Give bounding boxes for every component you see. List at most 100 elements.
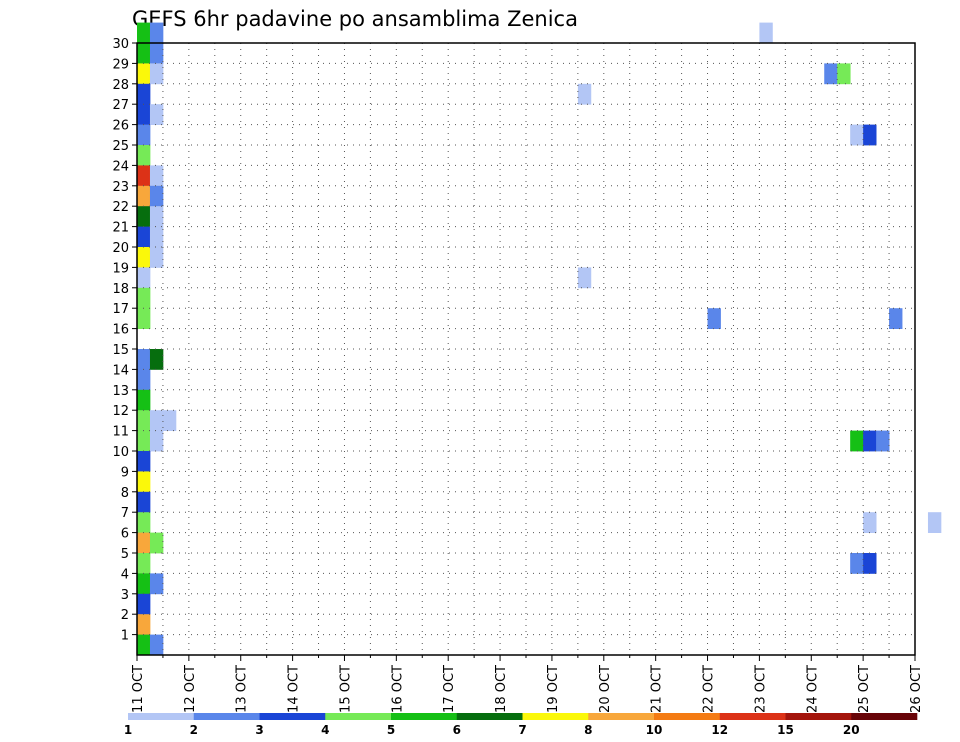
- y-tick-label: 23: [112, 180, 129, 195]
- heatmap-cell: [137, 512, 151, 533]
- heatmap-cell: [137, 491, 151, 513]
- x-tick-label: 17 OCT: [442, 665, 457, 713]
- y-tick-label: 2: [121, 608, 129, 623]
- heatmap-cell: [149, 573, 164, 595]
- x-tick-label: 23 OCT: [753, 665, 768, 713]
- heatmap-cell: [137, 145, 151, 166]
- heatmap-cell: [137, 308, 151, 329]
- heatmap-cell: [850, 553, 864, 574]
- heatmap-cell: [137, 185, 151, 207]
- heatmap-cell: [137, 206, 151, 227]
- heatmap-cell: [850, 430, 864, 452]
- y-tick-label: 28: [112, 78, 129, 93]
- x-tick-label: 16 OCT: [390, 665, 405, 713]
- heatmap-cell: [162, 410, 177, 431]
- heatmap-cell: [149, 634, 164, 656]
- heatmap-cell: [137, 614, 151, 635]
- heatmap-cell: [137, 43, 151, 64]
- heatmap-cell: [863, 430, 877, 452]
- heatmap-cell: [927, 512, 942, 533]
- heatmap-cell: [707, 308, 721, 329]
- x-tick-label: 19 OCT: [546, 665, 561, 713]
- heatmap-cell: [149, 410, 164, 431]
- heatmap-cell: [889, 308, 903, 329]
- colorbar-segment: [522, 713, 589, 720]
- heatmap-cell: [863, 512, 877, 533]
- heatmap-cell: [137, 247, 151, 268]
- colorbar-tick-label: 5: [387, 723, 395, 737]
- colorbar-tick-label: 3: [255, 723, 263, 737]
- heatmap-cell: [137, 430, 151, 452]
- heatmap-cell: [149, 247, 164, 268]
- y-tick-label: 6: [121, 527, 129, 542]
- x-tick-label: 25 OCT: [857, 665, 872, 713]
- colorbar-tick-label: 15: [777, 723, 794, 737]
- heatmap-cell: [149, 532, 164, 554]
- colorbar-tick-label: 1: [124, 723, 132, 737]
- heatmap-cell: [149, 63, 164, 85]
- colorbar-segment: [654, 713, 721, 720]
- colorbar-tick-label: 2: [190, 723, 198, 737]
- heatmap-cell: [824, 63, 838, 85]
- chart-title: GEFS 6hr padavine po ansamblima Zenica: [132, 7, 578, 31]
- heatmap-cell: [137, 287, 151, 309]
- colorbar-segment: [719, 713, 786, 720]
- heatmap-cell: [137, 634, 151, 656]
- y-tick-label: 15: [112, 343, 129, 358]
- heatmap-cell: [137, 553, 151, 574]
- heatmap-cell: [850, 124, 864, 146]
- x-tick-label: 20 OCT: [598, 665, 613, 713]
- colorbar-segment: [851, 713, 918, 720]
- y-tick-label: 17: [112, 302, 129, 317]
- colorbar-segment: [325, 713, 392, 720]
- y-tick-label: 26: [112, 119, 129, 134]
- x-tick-label: 15 OCT: [338, 665, 353, 713]
- heatmap-cell: [137, 226, 151, 248]
- heatmap-cell: [149, 206, 164, 227]
- heatmap-cell: [137, 389, 151, 411]
- y-tick-label: 1: [121, 629, 129, 644]
- heatmap-cell: [149, 349, 164, 370]
- colorbar: 1 2 3 4 5 6 7 8 10 12 15 20: [124, 713, 918, 737]
- y-tick-label: 5: [121, 547, 129, 562]
- heatmap-cell: [137, 124, 151, 146]
- heatmap-cell: [137, 349, 151, 370]
- colorbar-segment: [193, 713, 260, 720]
- x-tick-label: 11 OCT: [131, 665, 146, 713]
- colorbar-tick-label: 8: [584, 723, 592, 737]
- colorbar-segment: [128, 713, 195, 720]
- y-tick-label: 12: [112, 404, 129, 419]
- colorbar-segment: [259, 713, 326, 720]
- heatmap-cells: [137, 22, 942, 656]
- y-tick-label: 7: [121, 506, 129, 521]
- colorbar-segment: [456, 713, 523, 720]
- y-tick-label: 20: [112, 241, 129, 256]
- y-tick-label: 21: [112, 221, 129, 236]
- heatmap-cell: [137, 532, 151, 554]
- heatmap-cell: [137, 451, 151, 472]
- y-tick-label: 4: [121, 567, 129, 582]
- x-tick-label: 18 OCT: [494, 665, 509, 713]
- y-tick-label: 25: [112, 139, 129, 154]
- x-tick-label: 12 OCT: [183, 665, 198, 713]
- heatmap-cell: [137, 165, 151, 187]
- heatmap-cell: [577, 83, 592, 105]
- x-tick-label: 22 OCT: [702, 665, 717, 713]
- y-tick-label: 19: [112, 261, 129, 276]
- y-tick-label: 8: [121, 486, 129, 501]
- heatmap-cell: [137, 104, 151, 125]
- heatmap-cell: [577, 267, 592, 289]
- heatmap-cell: [137, 593, 151, 615]
- colorbar-segment: [391, 713, 458, 720]
- colorbar-segment: [785, 713, 852, 720]
- y-tick-label: 30: [112, 37, 129, 52]
- x-tick-label: 13 OCT: [235, 665, 250, 713]
- heatmap-cell: [149, 104, 164, 125]
- heatmap-cell: [137, 22, 151, 44]
- heatmap-cell: [149, 165, 164, 187]
- colorbar-segment: [588, 713, 655, 720]
- axes: 1234567891011121314151617181920212223242…: [112, 37, 924, 713]
- x-tick-label: 24 OCT: [805, 665, 820, 713]
- x-tick-label: 14 OCT: [287, 665, 302, 713]
- y-tick-label: 3: [121, 588, 129, 603]
